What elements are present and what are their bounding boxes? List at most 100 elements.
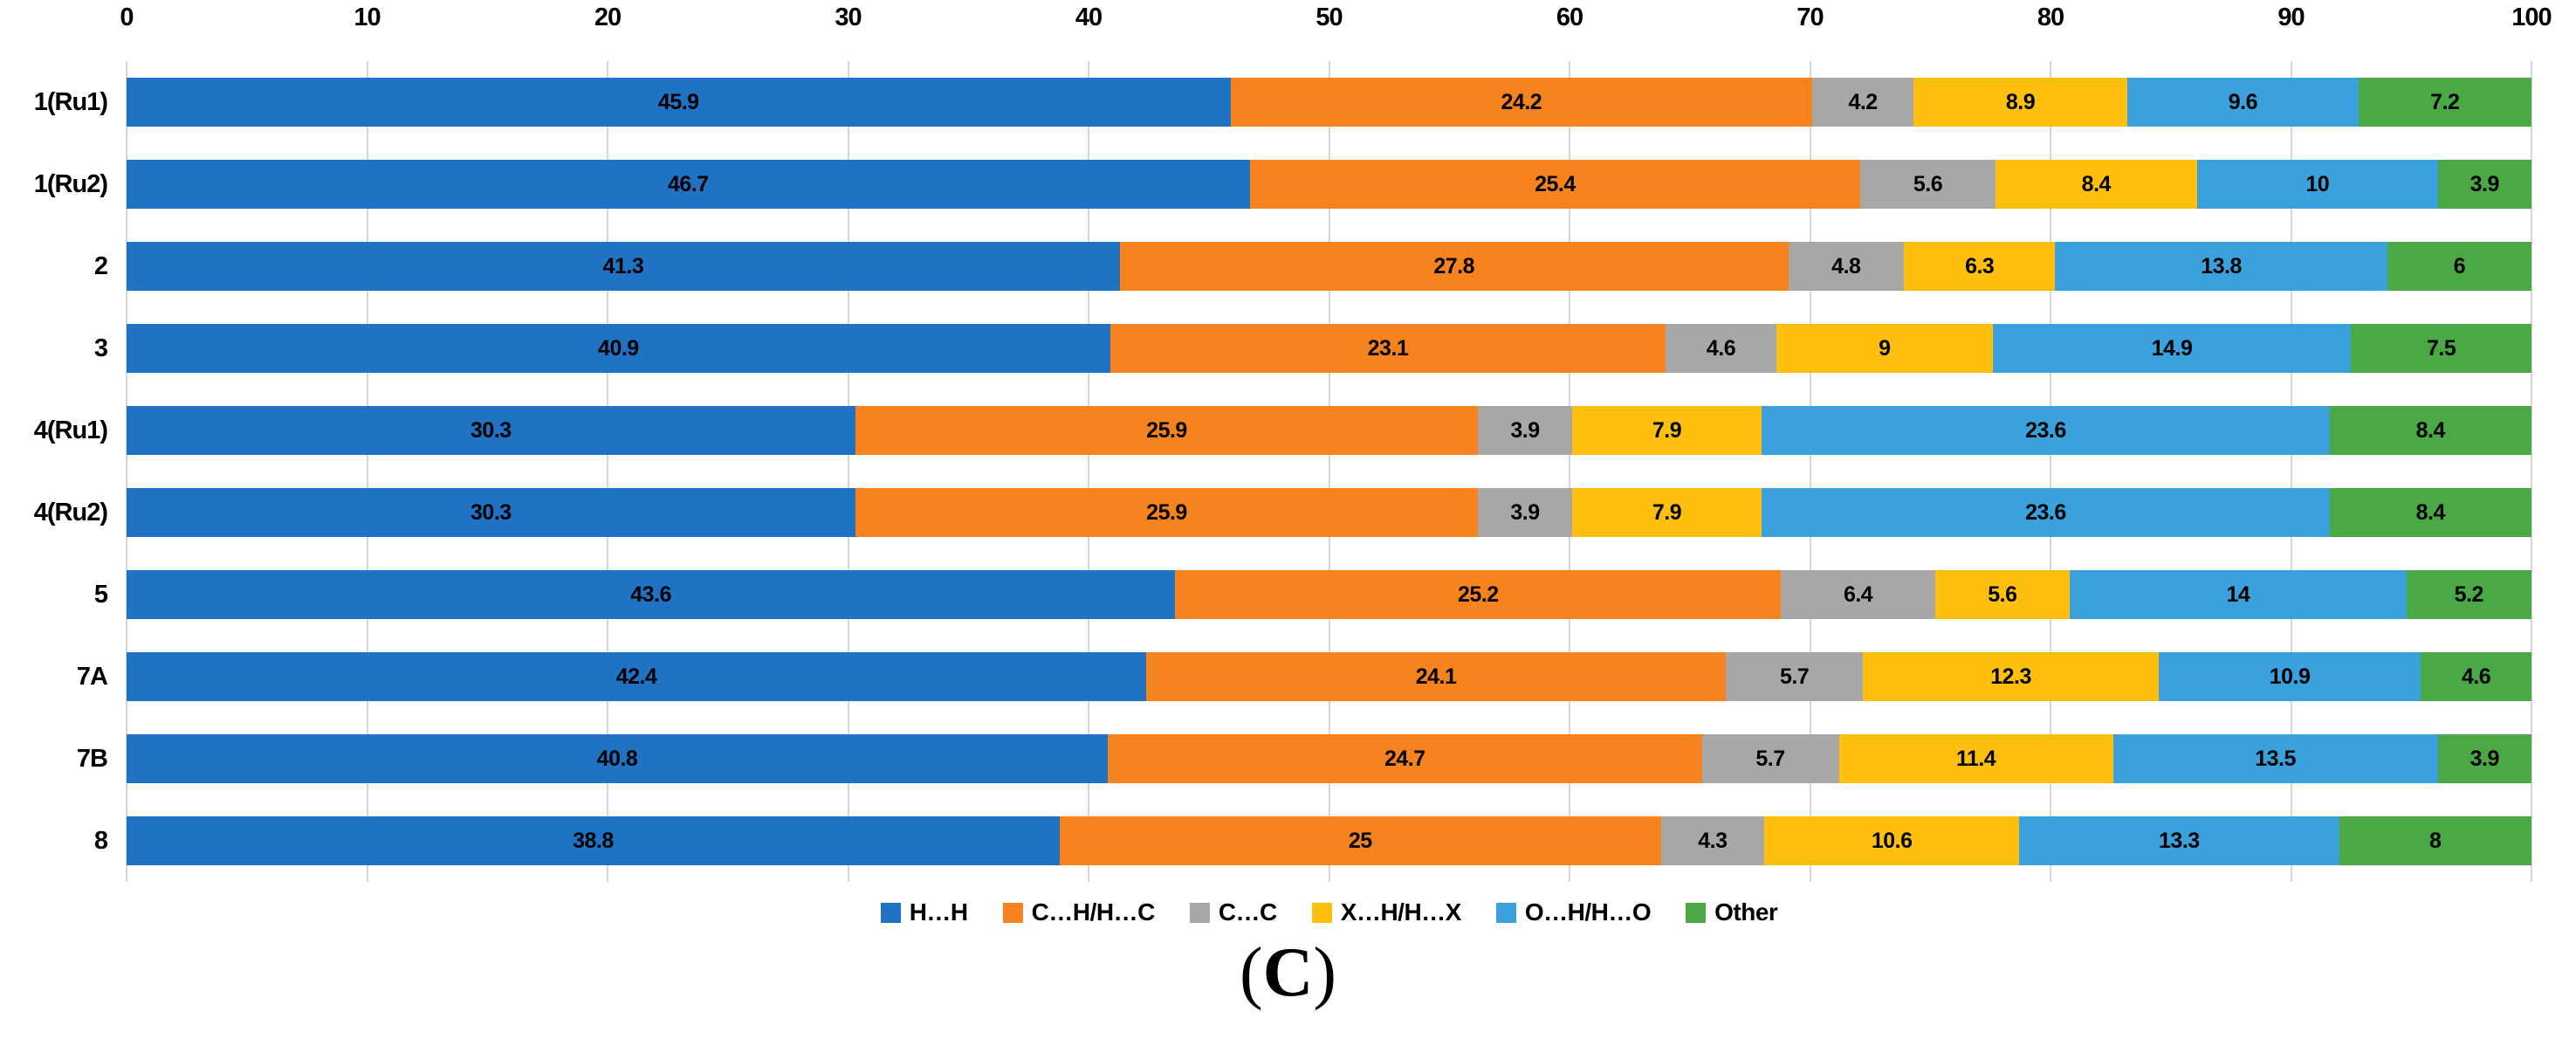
x-axis-tick-label: 40	[1075, 3, 1103, 31]
chart-row: 1(Ru1) 45.9 24.2 4.2 8.9 9.6 7.2	[34, 61, 2531, 143]
legend-label: O…H/H…O	[1524, 898, 1652, 926]
x-axis-tick-label: 30	[835, 3, 862, 31]
chart-row: 8 38.8 25 4.3 10.6 13.3 8	[94, 800, 2531, 882]
stacked-bar: 43.6 25.2 6.4 5.6 14 5.2	[127, 570, 2531, 619]
bar-value-label: 3.9	[1510, 417, 1540, 443]
legend-swatch	[880, 902, 901, 923]
caption-paren-open: (	[1239, 934, 1263, 1011]
bar-value-label: 3.9	[2470, 171, 2500, 196]
bar-value-label: 4.8	[1831, 253, 1861, 279]
chart-legend: H…H C…H/H…C C…C X…H/H…X O…H/H…O Other	[127, 892, 2531, 933]
row-label: 5	[93, 580, 108, 609]
bar-value-label: 40.8	[596, 746, 638, 771]
bar-segment: 8	[2339, 816, 2531, 865]
bar-value-label: 25.9	[1146, 499, 1187, 525]
bar-segment: 7.9	[1571, 488, 1762, 537]
gridline	[2290, 61, 2292, 882]
bar-value-label: 4.3	[1698, 828, 1728, 853]
bar-value-label: 3.9	[1510, 499, 1540, 525]
bar-value-label: 3.9	[2470, 746, 2500, 771]
bar-value-label: 6	[2453, 253, 2466, 279]
stacked-bar: 46.7 25.4 5.6 8.4 10 3.9	[127, 160, 2531, 209]
bar-segment: 6	[2387, 242, 2531, 291]
bar-value-label: 9.6	[2228, 89, 2258, 114]
bar-segment: 41.3	[127, 242, 1120, 291]
bar-segment: 9	[1776, 324, 1993, 373]
bar-segment: 25.9	[855, 406, 1479, 455]
row-label: 1(Ru2)	[33, 169, 108, 198]
legend-swatch	[1002, 902, 1023, 923]
bar-value-label: 8.4	[2415, 499, 2446, 525]
row-label: 2	[93, 251, 108, 280]
bar-segment: 25.9	[855, 488, 1479, 537]
chart-row: 7B 40.8 24.7 5.7 11.4 13.5 3.9	[77, 718, 2531, 800]
bar-value-label: 5.7	[1779, 664, 1810, 689]
bar-segment: 9.6	[2127, 78, 2359, 127]
bar-value-label: 10	[2305, 171, 2330, 196]
bar-segment: 10	[2197, 160, 2438, 209]
bar-segment: 3.9	[1478, 488, 1572, 537]
bar-segment: 23.6	[1762, 488, 2330, 537]
chart-rows: 1(Ru1) 45.9 24.2 4.2 8.9 9.6 7.2 1(Ru2) 46.7 25.4…	[34, 61, 2531, 882]
chart-row: 3 40.9 23.1 4.6 9 14.9 7.5	[94, 307, 2531, 389]
row-label: 1(Ru1)	[33, 87, 108, 116]
gridline	[2531, 61, 2532, 882]
bar-value-label: 14.9	[2151, 335, 2193, 361]
bar-value-label: 4.6	[1706, 335, 1736, 361]
bar-value-label: 7.9	[1652, 417, 1682, 443]
bar-value-label: 30.3	[471, 499, 512, 525]
bar-segment: 5.7	[1701, 734, 1839, 783]
stacked-bar: 42.4 24.1 5.7 12.3 10.9 4.6	[127, 652, 2531, 701]
row-label: 3	[93, 334, 108, 362]
bar-segment: 4.6	[2421, 652, 2531, 701]
chart-row: 5 43.6 25.2 6.4 5.6 14 5.2	[94, 554, 2531, 636]
x-axis-tick-label: 10	[354, 3, 381, 31]
x-axis-tick-label: 100	[2511, 3, 2552, 31]
bar-segment: 23.1	[1109, 324, 1666, 373]
bar-value-label: 38.8	[573, 828, 614, 853]
bar-value-label: 46.7	[667, 171, 709, 196]
legend-label: Other	[1714, 898, 1778, 926]
gridline	[1569, 61, 1570, 882]
bar-value-label: 24.2	[1501, 89, 1542, 114]
legend-item: H…H	[880, 898, 968, 926]
bar-segment: 14.9	[1992, 324, 2352, 373]
bar-value-label: 25	[1348, 828, 1372, 853]
bar-segment: 4.3	[1660, 816, 1765, 865]
bar-segment: 40.8	[127, 734, 1109, 783]
bar-segment: 30.3	[127, 406, 855, 455]
bar-value-label: 30.3	[471, 417, 512, 443]
bar-value-label: 25.4	[1535, 171, 1576, 196]
bar-segment: 25.2	[1175, 570, 1782, 619]
bar-value-label: 4.6	[2461, 664, 2491, 689]
bar-value-label: 5.6	[1988, 582, 2017, 607]
bar-segment: 6.4	[1781, 570, 1935, 619]
gridline	[607, 61, 608, 882]
chart-row: 2 41.3 27.8 4.8 6.3 13.8 6	[94, 225, 2531, 307]
bar-segment: 7.9	[1571, 406, 1762, 455]
gridline	[126, 61, 127, 882]
bar-segment: 45.9	[127, 78, 1231, 127]
stacked-bar: 40.8 24.7 5.7 11.4 13.5 3.9	[127, 734, 2531, 783]
legend-item: Other	[1686, 898, 1778, 926]
chart-row: 4(Ru2) 30.3 25.9 3.9 7.9 23.6 8.4	[34, 471, 2531, 554]
bar-value-label: 23.6	[2025, 499, 2066, 525]
chart-row: 7A 42.4 24.1 5.7 12.3 10.9 4.6	[77, 636, 2531, 718]
legend-swatch	[1189, 902, 1210, 923]
bar-value-label: 11.4	[1955, 746, 1996, 771]
x-axis-tick-label: 0	[120, 3, 134, 31]
x-axis: 0 10 20 30 40 50 60 70 80 90 100	[120, 0, 2552, 61]
bar-segment: 7.2	[2358, 78, 2531, 127]
bar-segment: 13.3	[2019, 816, 2339, 865]
stacked-bar: 45.9 24.2 4.2 8.9 9.6 7.2	[127, 78, 2531, 127]
bar-value-label: 13.3	[2159, 828, 2200, 853]
bar-segment: 12.3	[1863, 652, 2159, 701]
gridline	[847, 61, 849, 882]
legend-label: C…C	[1218, 898, 1277, 926]
bar-segment: 13.5	[2112, 734, 2438, 783]
x-axis-tick-label: 80	[2037, 3, 2064, 31]
bar-value-label: 5.2	[2454, 582, 2484, 607]
figure-caption: (C)	[0, 936, 2576, 1009]
bar-value-label: 5.7	[1755, 746, 1785, 771]
